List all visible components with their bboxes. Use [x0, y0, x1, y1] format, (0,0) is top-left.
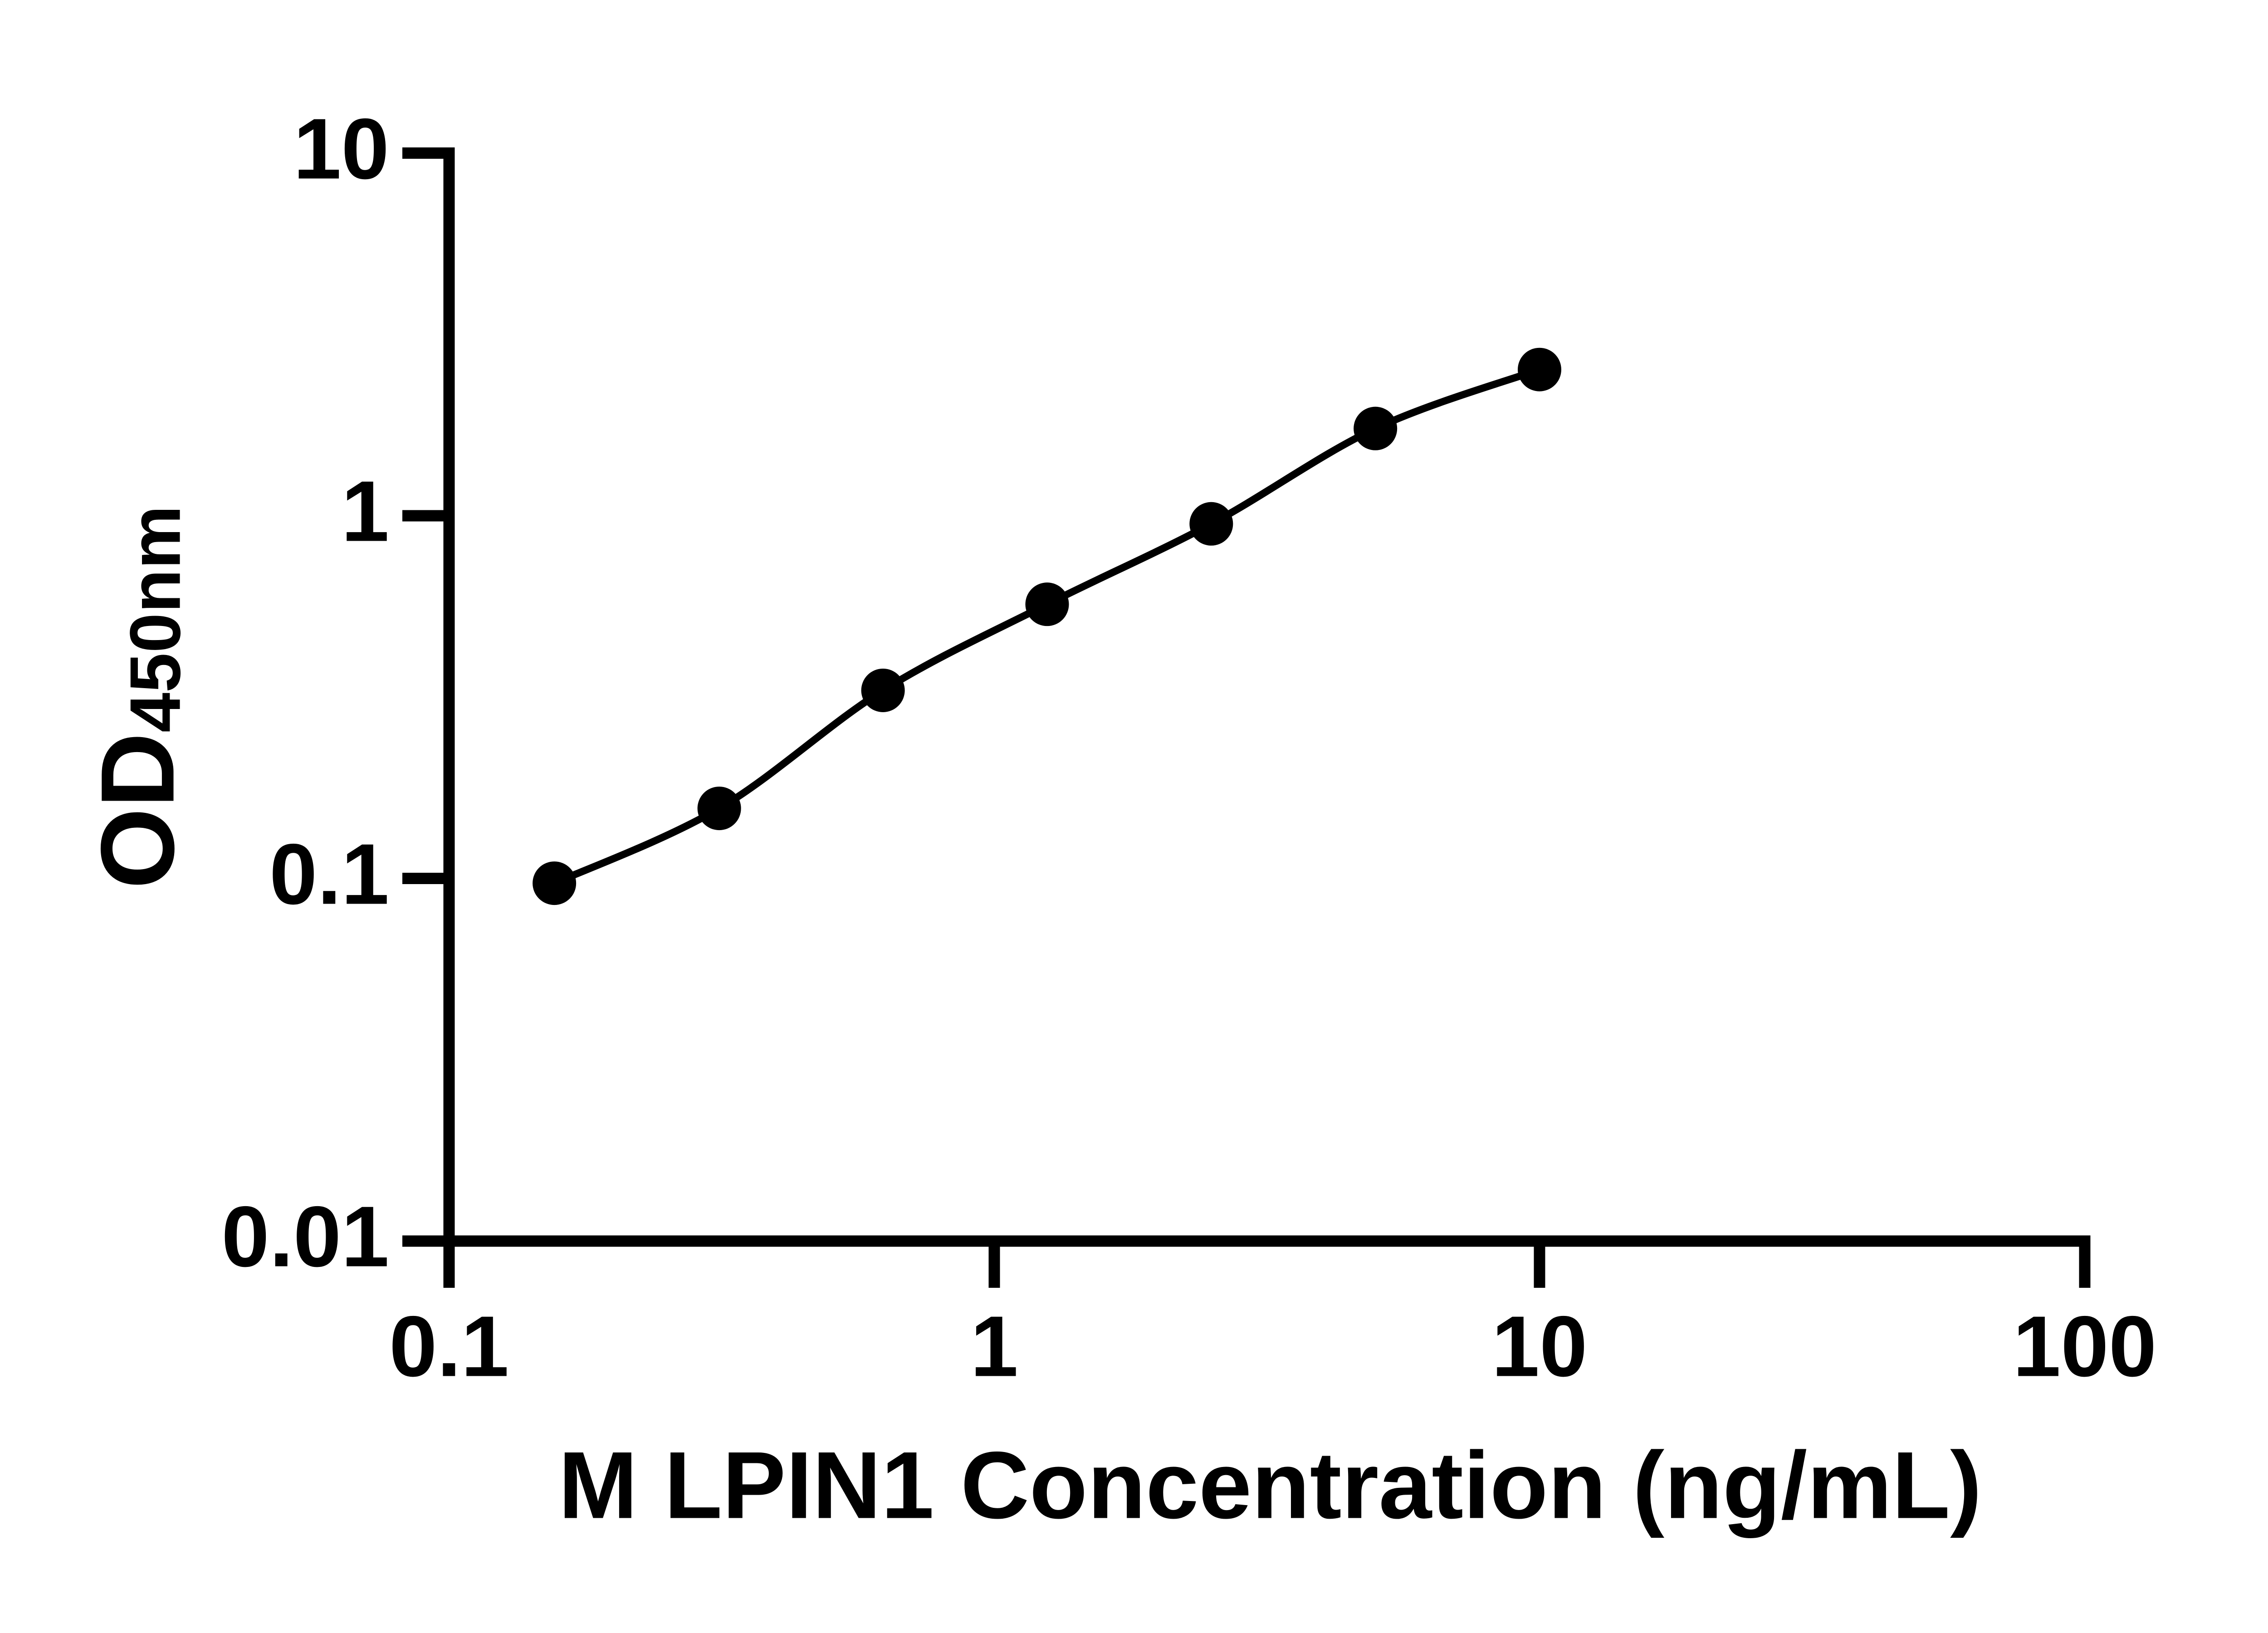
- y-axis-title-subscript: 450nm: [115, 505, 196, 733]
- x-tick-label: 1: [970, 1298, 1018, 1395]
- data-point: [533, 861, 577, 905]
- data-point: [861, 668, 905, 712]
- x-axis-title: M LPIN1 Concentration (ng/mL): [558, 1432, 1982, 1539]
- y-axis-title-main: OD: [79, 732, 196, 889]
- data-point: [1025, 582, 1069, 626]
- data-point: [697, 787, 741, 831]
- data-point: [1189, 502, 1233, 546]
- x-tick-label: 100: [2013, 1298, 2157, 1395]
- y-tick-label: 0.01: [221, 1188, 389, 1285]
- data-point: [1518, 347, 1561, 391]
- y-tick-label: 0.1: [269, 826, 389, 922]
- y-tick-label: 10: [293, 101, 389, 197]
- y-axis-title: OD450nm: [79, 505, 196, 889]
- x-tick-label: 0.1: [389, 1298, 509, 1395]
- x-tick-label: 10: [1491, 1298, 1588, 1395]
- y-tick-label: 1: [341, 463, 389, 560]
- data-point: [1354, 406, 1398, 450]
